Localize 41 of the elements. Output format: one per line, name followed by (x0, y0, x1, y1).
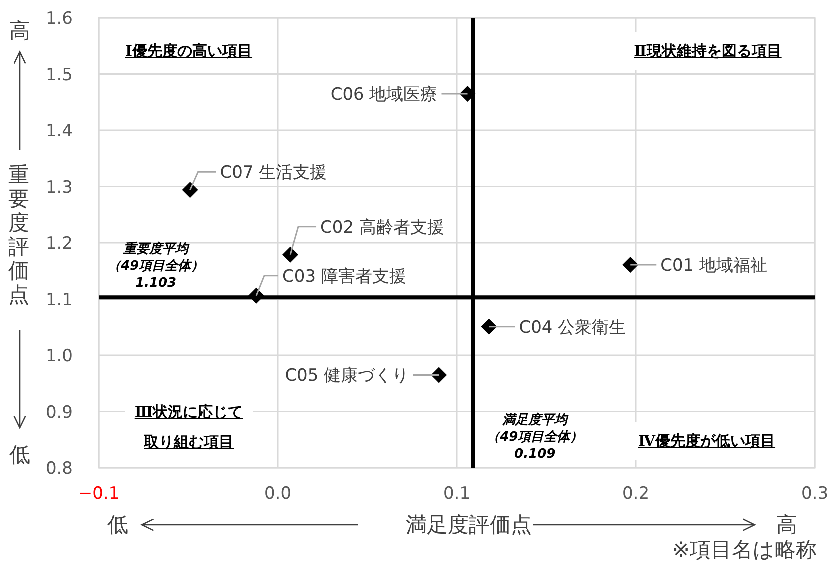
ref-line-label: 重要度平均（49項目全体）1.103 (108, 242, 204, 291)
ref-line-label: 満足度平均（49項目全体）0.109 (487, 413, 584, 462)
x-tick-label: 0.1 (443, 484, 471, 504)
point (481, 318, 498, 335)
text: ※項目名は略称 (672, 538, 817, 562)
text: 高 (776, 513, 798, 537)
text: 低 (108, 513, 128, 537)
y-tick-label: 1.1 (46, 290, 73, 310)
point (431, 367, 448, 384)
y-axis-title: 重要度評価点 (8, 163, 30, 307)
quadrant-label: Ⅰ優先度の高い項目 (125, 42, 253, 60)
point (622, 256, 639, 273)
point (182, 182, 198, 198)
data-label: C02 高齢者支援 (320, 218, 444, 238)
data-label: C07 生活支援 (220, 163, 328, 184)
point (248, 288, 265, 304)
y-tick-label: 1.2 (46, 234, 73, 254)
data-label: C05 健康づくり (285, 366, 410, 386)
y-tick-label: 1.4 (46, 122, 73, 142)
x-tick-label: 0.0 (264, 484, 292, 504)
quadrant-label: Ⅲ状況に応じて取り組む項目 (134, 403, 244, 451)
x-tick-label: 0.2 (622, 484, 650, 504)
point (460, 86, 476, 102)
quadrant-label: Ⅳ優先度が低い項目 (638, 432, 776, 450)
x-tick-label: −0.1 (78, 484, 120, 504)
x-tick-label: 0.3 (801, 484, 827, 504)
text: 低 (10, 443, 30, 467)
y-tick-label: 0.8 (46, 459, 73, 479)
quadrant-label: Ⅱ現状維持を図る項目 (634, 42, 782, 60)
data-label: C01 地域福祉 (660, 256, 768, 276)
y-tick-label: 1.5 (46, 65, 73, 86)
data-label: C06 地域医療 (330, 84, 438, 105)
data-label: C03 障害者支援 (282, 266, 406, 287)
y-tick-label: 0.9 (46, 402, 73, 423)
data-label: C04 公衆衛生 (519, 318, 626, 338)
text: 高 (10, 19, 30, 43)
y-tick-label: 1.0 (46, 346, 73, 366)
point (282, 246, 299, 263)
y-tick-label: 1.6 (46, 9, 73, 29)
y-tick-label: 1.3 (46, 178, 73, 198)
x-axis-title: 満足度評価点 (406, 513, 532, 537)
